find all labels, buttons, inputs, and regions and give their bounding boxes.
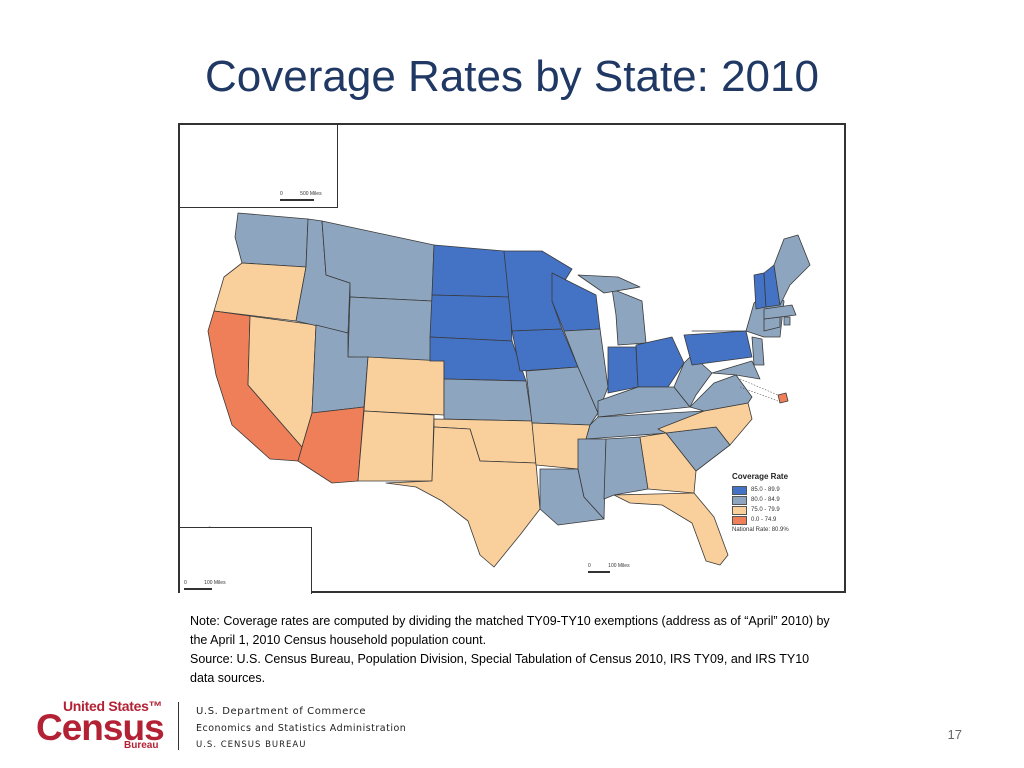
- alaska-scale: 0 500 Miles: [280, 191, 322, 201]
- state-maryland: [711, 360, 761, 380]
- department-block: U.S. Department of Commerce Economics an…: [196, 703, 406, 754]
- footer-divider: [178, 702, 179, 750]
- legend-label: 0.0 - 74.9: [751, 517, 777, 523]
- legend-swatch: [732, 505, 747, 515]
- logo-united-states: United States™: [63, 698, 163, 714]
- legend-item: 85.0 - 89.9: [732, 485, 832, 495]
- state-colorado: [363, 356, 445, 416]
- state-north-dakota: [431, 244, 511, 298]
- state-georgia: [639, 432, 697, 494]
- state-alabama: [603, 436, 649, 500]
- scale-zero-label: 0: [280, 191, 283, 197]
- state-maine: [773, 234, 811, 306]
- state-nebraska: [429, 336, 527, 382]
- scale-zero-label: 0: [588, 563, 591, 569]
- state-florida: [613, 492, 729, 566]
- legend-swatch: [732, 495, 747, 505]
- state-washington: [234, 212, 309, 268]
- state-kansas: [443, 378, 533, 422]
- state-ohio: [635, 336, 685, 388]
- source-text: Source: U.S. Census Bureau, Population D…: [190, 652, 810, 685]
- page-number: 17: [947, 727, 962, 742]
- bureau-name: U.S. CENSUS BUREAU: [196, 740, 307, 750]
- esa-name: Economics and Statistics Administration: [196, 723, 407, 734]
- state-oregon: [213, 262, 307, 322]
- legend-item: 80.0 - 84.9: [732, 495, 832, 505]
- note-text: Note: Coverage rates are computed by div…: [190, 614, 830, 647]
- coverage-map: 0 500 Miles 0 100 Miles 0 100 Miles Cove…: [178, 123, 846, 594]
- scale-miles-label: 500 Miles: [300, 191, 322, 197]
- state-mississippi: [577, 438, 607, 520]
- state-pennsylvania: [683, 330, 753, 366]
- legend-label: 80.0 - 84.9: [751, 497, 780, 503]
- state-virginia: [689, 374, 753, 412]
- state-missouri: [525, 366, 599, 426]
- logo-census: Census: [36, 707, 165, 748]
- scale-miles-label: 100 Miles: [608, 563, 630, 569]
- hawaii-inset: 0 100 Miles: [180, 527, 312, 594]
- legend-label: 85.0 - 89.9: [751, 487, 780, 493]
- scale-miles-label: 100 Miles: [204, 580, 226, 586]
- state-wyoming: [347, 296, 433, 362]
- state-texas: [385, 426, 541, 568]
- hawaii-scale: 0 100 Miles: [184, 580, 226, 590]
- census-bureau-logo: United States™ Census Bureau: [36, 698, 166, 752]
- legend-item: 0.0 - 74.9: [732, 515, 832, 525]
- state-rhode-island: [783, 316, 791, 326]
- alaska-inset: 0 500 Miles: [180, 125, 338, 208]
- slide-title: Coverage Rates by State: 2010: [205, 52, 819, 101]
- legend-title: Coverage Rate: [732, 472, 789, 481]
- state-dc: [777, 392, 789, 404]
- state-massachusetts: [763, 304, 797, 320]
- scale-zero-label: 0: [184, 580, 187, 586]
- legend-item: 75.0 - 79.9: [732, 505, 832, 515]
- state-new-jersey: [751, 336, 765, 366]
- map-legend: Coverage Rate 85.0 - 89.9 80.0 - 84.9 75…: [732, 472, 832, 533]
- state-michigan: [611, 288, 647, 346]
- national-rate: National Rate: 80.9%: [732, 527, 789, 533]
- department-name: U.S. Department of Commerce: [196, 706, 367, 717]
- logo-bureau: Bureau: [124, 740, 159, 751]
- state-indiana: [607, 346, 639, 394]
- legend-swatch: [732, 515, 747, 525]
- mainland-scale: 0 100 Miles: [588, 563, 630, 573]
- footnote: Note: Coverage rates are computed by div…: [190, 612, 830, 688]
- state-new-mexico: [357, 410, 435, 482]
- legend-label: 75.0 - 79.9: [751, 507, 780, 513]
- state-south-dakota: [429, 294, 513, 342]
- legend-swatch: [732, 485, 747, 495]
- state-michigan-up: [577, 274, 641, 294]
